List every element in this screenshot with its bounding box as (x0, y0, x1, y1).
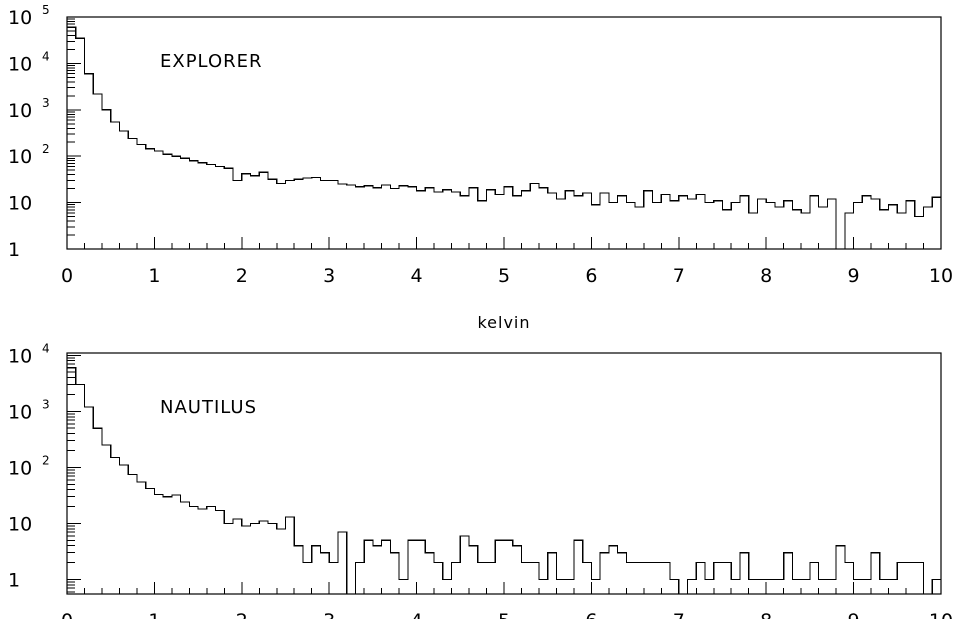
explorer-panel-label: EXPLORER (160, 51, 263, 72)
nautilus-histogram-series (66, 367, 941, 595)
explorer-panel: EXPLORER kelvin 0 1 2 3 4 5 6 7 8 9 10 1 10 10 2 10 3 10 4… (8, 3, 953, 332)
explorer-x-tick-label: 1 (148, 265, 160, 287)
nautilus-panel-label: NAUTILUS (160, 397, 257, 418)
explorer-y-tick-exponent: 2 (42, 142, 50, 156)
explorer-y-tick-label: 10 (8, 146, 32, 168)
nautilus-x-tick-label: 9 (848, 610, 860, 619)
nautilus-x-tick-label: 3 (323, 610, 335, 619)
explorer-x-tick-label: 0 (61, 265, 73, 287)
nautilus-y-tick-label: 1 (8, 569, 20, 591)
explorer-x-tick-label: 4 (411, 265, 423, 287)
nautilus-x-tick-label: 7 (673, 610, 685, 619)
nautilus-x-tick-label: 8 (760, 610, 772, 619)
explorer-y-tick-exponent: 4 (42, 49, 50, 63)
explorer-y-tick-label: 10 (8, 100, 32, 122)
nautilus-x-tick-label: 0 (61, 610, 73, 619)
explorer-x-tick-label: 7 (673, 265, 685, 287)
explorer-x-tick-label: 3 (323, 265, 335, 287)
explorer-y-tick-label: 1 (8, 239, 20, 261)
nautilus-y-tick-label: 10 (8, 345, 32, 367)
nautilus-plot-frame (66, 352, 942, 595)
explorer-y-tick-label: 10 (8, 193, 32, 215)
explorer-x-tick-label: 5 (498, 265, 510, 287)
nautilus-x-tick-label: 1 (148, 610, 160, 619)
explorer-x-tick-label: 8 (760, 265, 772, 287)
nautilus-y-tick-label: 10 (8, 513, 32, 535)
explorer-x-tick-label: 2 (236, 265, 248, 287)
nautilus-y-tick-label: 10 (8, 457, 32, 479)
nautilus-x-tick-label: 5 (498, 610, 510, 619)
nautilus-x-tick-label: 6 (585, 610, 597, 619)
explorer-x-tick-label: 10 (929, 265, 953, 287)
explorer-y-tick-label: 10 (8, 53, 32, 75)
nautilus-y-tick-exponent: 2 (42, 453, 50, 467)
nautilus-y-tick-label: 10 (8, 401, 32, 423)
nautilus-x-tick-label: 10 (929, 610, 953, 619)
nautilus-x-tick-label: 4 (411, 610, 423, 619)
explorer-y-tick-label: 10 (8, 7, 32, 29)
x-axis-title-kelvin: kelvin (477, 313, 530, 332)
explorer-x-tick-label: 9 (848, 265, 860, 287)
nautilus-x-tick-label: 2 (236, 610, 248, 619)
explorer-x-tick-label: 6 (585, 265, 597, 287)
explorer-y-tick-exponent: 5 (42, 3, 50, 17)
nautilus-y-tick-exponent: 4 (42, 341, 50, 355)
nautilus-y-tick-exponent: 3 (42, 397, 50, 411)
explorer-y-tick-exponent: 3 (42, 96, 50, 110)
explorer-histogram-series (66, 26, 941, 250)
nautilus-panel: NAUTILUS 0 1 2 3 4 5 6 7 8 9 10 1 10 10 2 10 3 10 4 (8, 341, 953, 619)
